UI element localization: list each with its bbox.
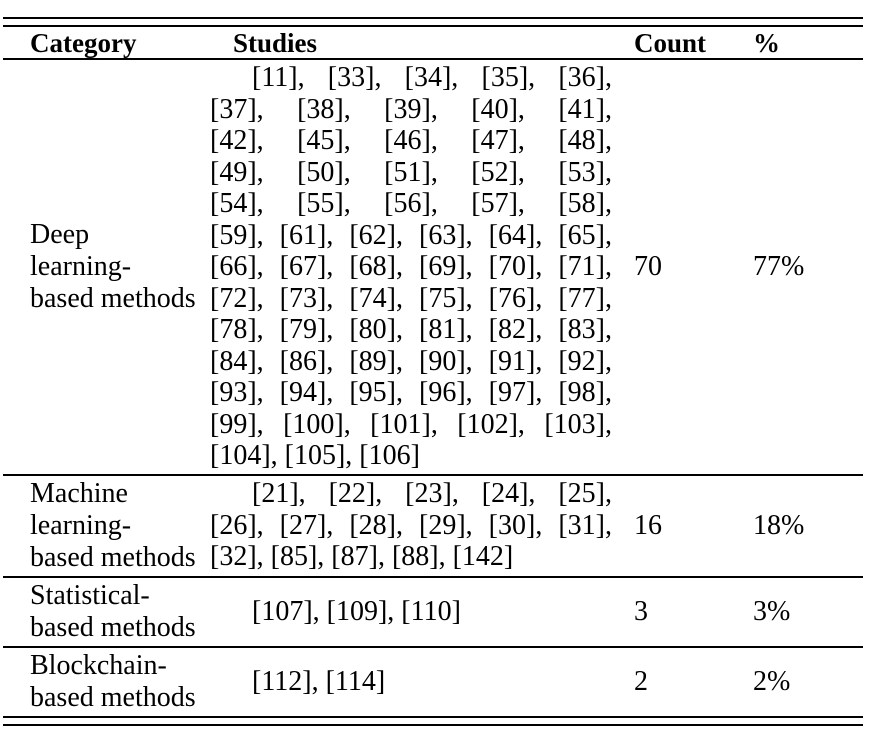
table-row: Blockchain-based methods [112], [114] 2 2% (3, 648, 863, 716)
studies-cell: [11], [33], [34], [35], [36], [37], [38],… (210, 62, 612, 472)
studies-line: [59], [61], [62], [63], [64], [65], (210, 219, 612, 251)
header-divider (3, 58, 863, 60)
studies-line: [112], [114] (252, 665, 386, 697)
header-count: Count (634, 27, 707, 58)
category-line: Statistical- (30, 579, 150, 611)
studies-cell: [107], [109], [110] (210, 596, 612, 628)
category-line: learning- (30, 250, 132, 282)
table-row: Deep learning-based methods [11], [33], [3… (3, 60, 863, 474)
studies-line: [11], [33], [34], [35], [36], (252, 62, 612, 93)
percent-cell: 3% (753, 595, 791, 627)
studies-line: [21], [22], [23], [24], [25], (252, 478, 612, 510)
table-row: Statistical-based methods [107], [109], [… (3, 578, 863, 646)
studies-line: [99], [100], [101], [102], [103], (210, 408, 612, 440)
category-line: Deep (30, 218, 90, 250)
count-cell: 3 (634, 595, 648, 627)
studies-line: [49], [50], [51], [52], [53], (210, 156, 612, 188)
category-cell: Deep learning-based methods (3, 219, 210, 315)
count-cell: 70 (634, 250, 662, 282)
table-rule-bottom (3, 715, 863, 726)
studies-line: [37], [38], [39], [40], [41], (210, 93, 612, 125)
studies-line: [78], [79], [80], [81], [82], [83], (210, 314, 612, 345)
table-row: Machine learning-based methods [21], [22],… (3, 476, 863, 576)
studies-line: [26], [27], [28], [29], [30], [31], (210, 509, 612, 541)
studies-line: [42], [45], [46], [47], [48], (210, 125, 612, 156)
category-line: learning- (30, 509, 132, 541)
studies-line: [107], [109], [110] (252, 595, 461, 627)
methods-category-table: Category Studies Count % Deep learning-ba… (3, 17, 863, 726)
studies-line: [104], [105], [106] (210, 440, 420, 471)
category-line: based methods (30, 282, 196, 314)
percent-cell: 18% (753, 509, 805, 541)
studies-cell: [112], [114] (210, 666, 612, 698)
percent-cell: 77% (753, 250, 805, 282)
row-divider (3, 645, 863, 648)
category-cell: Machine learning-based methods (3, 478, 210, 574)
category-line: Machine (30, 477, 128, 509)
table-rule-top (3, 17, 863, 27)
studies-line: [72], [73], [74], [75], [76], [77], (210, 282, 612, 314)
studies-cell: [21], [22], [23], [24], [25], [26], [27],… (210, 478, 612, 573)
count-cell: 2 (634, 665, 648, 697)
studies-line: [32], [85], [87], [88], [142] (210, 541, 514, 573)
header-percent: % (753, 27, 780, 58)
percent-cell: 2% (753, 665, 791, 697)
count-cell: 16 (634, 509, 662, 541)
studies-line: [66], [67], [68], [69], [70], [71], (210, 251, 612, 282)
category-line: based methods (30, 681, 196, 713)
category-cell: Blockchain-based methods (3, 650, 210, 714)
row-divider (3, 473, 863, 476)
row-divider (3, 575, 863, 578)
category-line: Blockchain- (30, 649, 167, 681)
studies-line: [84], [86], [89], [90], [91], [92], (210, 345, 612, 377)
header-category: Category (30, 27, 137, 58)
table-header-row: Category Studies Count % (3, 27, 863, 58)
category-cell: Statistical-based methods (3, 580, 210, 644)
category-line: based methods (30, 611, 196, 643)
header-studies: Studies (233, 27, 318, 58)
table-body: Deep learning-based methods [11], [33], [3… (3, 60, 863, 716)
category-line: based methods (30, 541, 196, 573)
studies-line: [54], [55], [56], [57], [58], (210, 188, 612, 219)
studies-line: [93], [94], [95], [96], [97], [98], (210, 377, 612, 408)
